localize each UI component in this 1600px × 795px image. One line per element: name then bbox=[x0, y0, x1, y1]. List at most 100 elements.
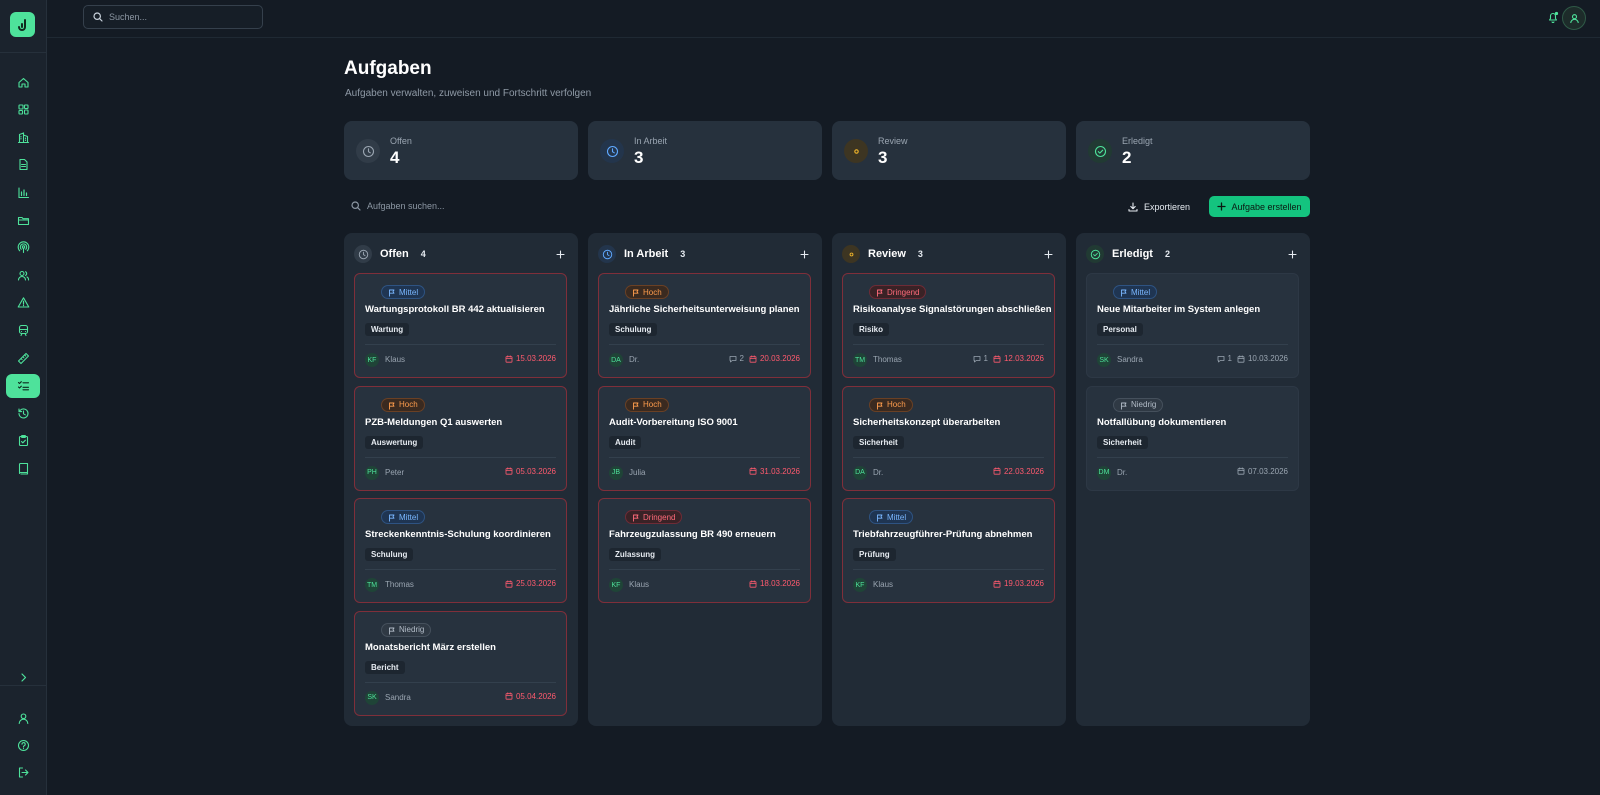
sidebar-item-train[interactable] bbox=[6, 318, 40, 342]
sidebar-item-document[interactable] bbox=[6, 153, 40, 177]
task-title: Monatsbericht März erstellen bbox=[365, 641, 496, 653]
due-date: 07.03.2026 bbox=[1237, 467, 1288, 476]
sidebar-item-folder[interactable] bbox=[6, 208, 40, 232]
due-date: 22.03.2026 bbox=[993, 467, 1044, 476]
priority-label: Hoch bbox=[643, 287, 662, 297]
stat-label: Offen bbox=[390, 136, 412, 146]
sidebar-item-logout[interactable] bbox=[6, 760, 40, 784]
add-task-button[interactable] bbox=[796, 246, 812, 262]
topbar bbox=[47, 0, 1600, 38]
task-title: Sicherheitskonzept überarbeiten bbox=[853, 416, 1001, 428]
notification-button[interactable] bbox=[1546, 10, 1560, 24]
stat-card-2: Review 3 bbox=[832, 121, 1066, 180]
sidebar-item-history[interactable] bbox=[6, 401, 40, 425]
plus-icon bbox=[1217, 202, 1227, 211]
task-card[interactable]: Hoch PZB-Meldungen Q1 auswerten Auswertung… bbox=[354, 385, 567, 491]
column-icon bbox=[842, 245, 860, 263]
task-card[interactable]: Mittel Wartungsprotokoll BR 442 aktualisi… bbox=[354, 273, 567, 378]
priority-label: Niedrig bbox=[399, 625, 425, 634]
column-title: Erledigt bbox=[1112, 248, 1153, 260]
sidebar-item-chart[interactable] bbox=[6, 180, 40, 204]
task-card[interactable]: Mittel Neue Mitarbeiter im System anlegen… bbox=[1086, 273, 1299, 378]
card-divider bbox=[853, 456, 1044, 458]
priority-badge: Hoch bbox=[381, 397, 425, 412]
column-title: Offen bbox=[380, 248, 409, 260]
plus-icon bbox=[1043, 249, 1053, 259]
task-card[interactable]: Mittel Triebfahrzeugführer-Prüfung abnehm… bbox=[842, 498, 1055, 603]
add-task-button[interactable] bbox=[552, 246, 568, 262]
flag-icon bbox=[1121, 402, 1127, 409]
task-search-input[interactable] bbox=[367, 201, 507, 211]
flag-icon bbox=[633, 289, 639, 297]
task-title: Neue Mitarbeiter im System anlegen bbox=[1097, 304, 1261, 315]
column-header: Offen 4 bbox=[354, 245, 568, 263]
sidebar-item-ruler[interactable] bbox=[6, 346, 40, 370]
column-icon bbox=[1086, 245, 1104, 263]
task-card[interactable]: Niedrig Monatsbericht März erstellen Beric… bbox=[354, 610, 567, 716]
priority-label: Hoch bbox=[399, 400, 418, 409]
user-menu-button[interactable] bbox=[1562, 6, 1586, 30]
due-date: 19.03.2026 bbox=[993, 579, 1044, 588]
eye-icon bbox=[849, 252, 853, 256]
calendar-icon bbox=[1237, 467, 1245, 475]
task-tag: Wartung bbox=[365, 323, 410, 336]
task-meta: 15.03.2026 bbox=[505, 354, 556, 363]
sidebar-item-users[interactable] bbox=[6, 263, 40, 287]
stat-card-3: Erledigt 2 bbox=[1076, 121, 1310, 180]
comment-count: 1 bbox=[973, 354, 988, 363]
sidebar-item-building[interactable] bbox=[6, 125, 40, 149]
sidebar-item-dashboard[interactable] bbox=[6, 98, 40, 122]
add-task-button[interactable] bbox=[1040, 246, 1056, 262]
sidebar-item-tasks[interactable] bbox=[6, 373, 40, 398]
sidebar-item-home[interactable] bbox=[6, 70, 40, 94]
sidebar-item-book[interactable] bbox=[6, 456, 40, 480]
priority-badge: Niedrig bbox=[381, 622, 432, 637]
sidebar bbox=[0, 0, 47, 795]
task-card[interactable]: Hoch Jährliche Sicherheitsunterweisung pl… bbox=[598, 273, 811, 378]
plus-icon bbox=[799, 249, 809, 259]
task-card[interactable]: Mittel Streckenkenntnis-Schulung koordini… bbox=[354, 498, 567, 603]
sidebar-item-chevron-right[interactable] bbox=[6, 665, 40, 689]
column-header: Review 3 bbox=[842, 245, 1056, 263]
priority-label: Dringend bbox=[887, 287, 920, 297]
task-card[interactable]: Hoch Audit-Vorbereitung ISO 9001 Audit JB Ju… bbox=[598, 385, 811, 491]
task-card[interactable]: Dringend Fahrzeugzulassung BR 490 erneuer… bbox=[598, 498, 811, 603]
sidebar-item-clipboard-check[interactable] bbox=[6, 429, 40, 453]
task-card[interactable]: Dringend Risikoanalyse Signalstörungen ab… bbox=[842, 273, 1055, 378]
add-task-button[interactable] bbox=[1284, 246, 1300, 262]
dashboard-icon bbox=[17, 104, 29, 115]
calendar-icon bbox=[505, 467, 513, 475]
avatar: KF bbox=[853, 578, 867, 592]
sidebar-item-signal[interactable] bbox=[6, 236, 40, 260]
task-search[interactable] bbox=[344, 197, 644, 215]
create-task-button[interactable]: Aufgabe erstellen bbox=[1209, 196, 1310, 217]
card-divider bbox=[853, 344, 1044, 345]
clipboard-check-icon bbox=[18, 435, 28, 447]
calendar-icon bbox=[993, 354, 1001, 363]
sidebar-item-help[interactable] bbox=[6, 733, 40, 757]
search-icon bbox=[93, 12, 103, 22]
global-search-input[interactable] bbox=[109, 12, 249, 22]
avatar: SK bbox=[1097, 353, 1111, 367]
comment-count: 2 bbox=[729, 354, 744, 363]
task-card[interactable]: Hoch Sicherheitskonzept überarbeiten Siche… bbox=[842, 385, 1055, 491]
export-button[interactable]: Exportieren bbox=[1128, 197, 1200, 217]
task-meta: 18.03.2026 bbox=[749, 579, 800, 588]
ruler-icon bbox=[17, 352, 29, 364]
document-icon bbox=[18, 159, 28, 171]
avatar: KF bbox=[609, 578, 623, 592]
assignee-name: Dr. bbox=[873, 467, 884, 477]
task-meta: 05.04.2026 bbox=[505, 692, 556, 701]
task-card[interactable]: Niedrig Notfallübung dokumentieren Sicherh… bbox=[1086, 385, 1299, 491]
avatar: DA bbox=[853, 465, 867, 480]
priority-label: Niedrig bbox=[1131, 400, 1157, 409]
sidebar-item-user[interactable] bbox=[6, 706, 40, 730]
app-logo[interactable] bbox=[10, 12, 35, 37]
flag-icon bbox=[877, 514, 883, 522]
folder-icon bbox=[17, 216, 29, 225]
column-review: Review 3 Dringend Risikoanalyse Signalstöru… bbox=[832, 233, 1066, 726]
avatar: TM bbox=[365, 578, 379, 592]
global-search[interactable] bbox=[83, 5, 263, 29]
task-tag: Sicherheit bbox=[1097, 435, 1148, 449]
sidebar-item-warning[interactable] bbox=[6, 291, 40, 315]
